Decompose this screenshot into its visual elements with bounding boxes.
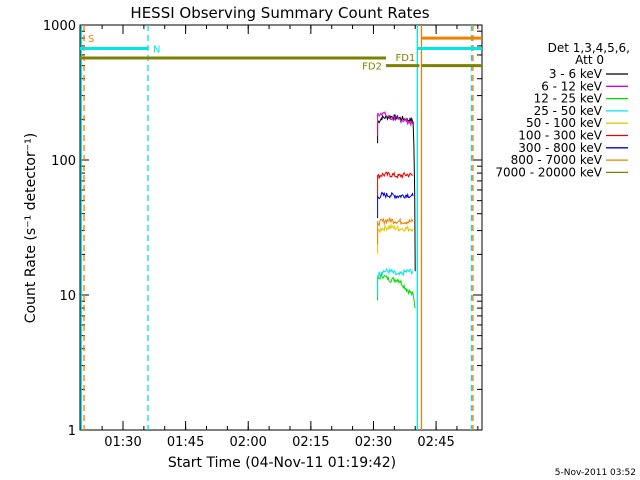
legend-label: 300 - 800 keV <box>518 141 602 155</box>
series-line <box>377 271 416 309</box>
x-tick-label: 01:45 <box>167 435 204 450</box>
series-line <box>377 191 414 219</box>
series-line <box>377 171 414 198</box>
x-axis: 01:30 01:45 02:00 02:15 02:30 02:45 <box>80 25 479 450</box>
legend-label: 3 - 6 keV <box>549 67 603 81</box>
y-tick-label: 10 <box>59 289 76 304</box>
segment-label: FD2 <box>362 62 382 73</box>
legend-header-line-2: Att 0 <box>575 53 604 67</box>
annotations-layer: S N FD1 FD2 <box>80 25 482 430</box>
series-line <box>377 217 414 245</box>
chart-title: HESSI Observing Summary Count Rates <box>130 4 429 22</box>
segment-label: S <box>88 34 94 45</box>
x-tick-label: 02:00 <box>229 435 266 450</box>
y-axis: 1 10 100 1000 <box>43 19 482 439</box>
legend-label: 7000 - 20000 keV <box>495 165 602 179</box>
segment-label: N <box>153 44 160 55</box>
legend-label: 6 - 12 keV <box>541 79 603 93</box>
segment-label: FD1 <box>396 53 416 64</box>
y-tick-label: 1 <box>68 424 76 439</box>
series-line <box>377 267 414 297</box>
series-line <box>377 110 414 136</box>
x-tick-label: 02:15 <box>292 435 329 450</box>
legend-label: 100 - 300 keV <box>518 129 602 143</box>
y-tick-label: 1000 <box>43 19 76 34</box>
legend-label: 800 - 7000 keV <box>511 153 603 167</box>
legend-label: 25 - 50 keV <box>534 104 603 118</box>
x-tick-label: 02:30 <box>355 435 392 450</box>
legend-header-line-1: Det 1,3,4,5,6, <box>548 41 630 55</box>
plot-frame <box>79 24 483 431</box>
legend-label: 12 - 25 keV <box>534 92 603 106</box>
series-line <box>377 223 414 254</box>
y-tick-label: 100 <box>51 154 76 169</box>
x-axis-label: Start Time (04-Nov-11 01:19:42) <box>168 455 396 471</box>
series-line <box>377 114 416 272</box>
x-tick-label: 01:30 <box>104 435 141 450</box>
series-layer <box>377 110 416 309</box>
timestamp: 5-Nov-2011 03:52 <box>555 468 636 478</box>
x-tick-label: 02:45 <box>417 435 454 450</box>
legend-label: 50 - 100 keV <box>526 116 603 130</box>
y-axis-label: Count Rate (s⁻¹ detector⁻¹) <box>23 133 39 323</box>
